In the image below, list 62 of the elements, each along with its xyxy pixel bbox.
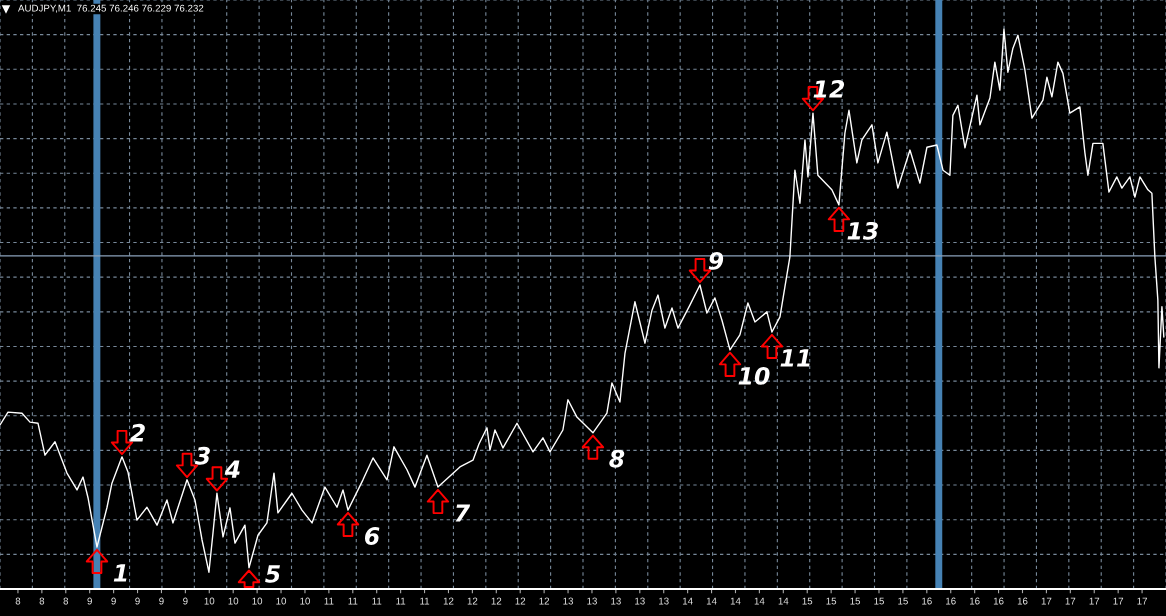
chart-title: AUDJPY,M1 76.245 76.246 76.229 76.232 xyxy=(18,4,204,13)
x-tick-label: 17 xyxy=(1089,597,1100,605)
annotation: 11 xyxy=(780,349,810,367)
annotation: 4 xyxy=(224,460,240,478)
x-tick-label: 13 xyxy=(611,597,621,605)
x-tick-label: 14 xyxy=(706,597,717,605)
x-tick-label: 14 xyxy=(778,597,789,605)
x-tick-label: 17 xyxy=(1065,597,1076,605)
annotation: 13 xyxy=(847,221,878,240)
x-tick-label: 9 xyxy=(135,597,140,605)
x-tick-label: 15 xyxy=(898,597,908,605)
x-tick-label: 16 xyxy=(969,597,980,605)
x-tick-label: 9 xyxy=(111,597,116,605)
x-tick-label: 13 xyxy=(563,597,574,605)
x-tick-label: 10 xyxy=(276,597,287,605)
x-tick-label: 9 xyxy=(87,597,92,605)
annotation: 6 xyxy=(364,527,380,545)
x-tick-label: 16 xyxy=(946,597,956,605)
x-tick-label: 11 xyxy=(396,597,406,605)
x-tick-label: 12 xyxy=(443,597,454,605)
annotation: 2 xyxy=(129,423,145,442)
x-tick-label: 15 xyxy=(850,597,861,605)
annotation: 3 xyxy=(194,446,210,465)
x-tick-label: 16 xyxy=(922,597,932,605)
annotation: 1 xyxy=(113,564,127,582)
annotation: 9 xyxy=(708,252,724,270)
x-tick-label: 17 xyxy=(1113,597,1124,605)
x-tick-label: 16 xyxy=(993,597,1004,605)
x-tick-label: 17 xyxy=(1137,597,1147,605)
x-tick-label: 12 xyxy=(515,597,526,605)
x-tick-label: 10 xyxy=(204,597,215,605)
x-tick-label: 17 xyxy=(1041,597,1052,605)
x-tick-label: 14 xyxy=(682,597,693,605)
x-tick-label: 11 xyxy=(420,597,430,605)
x-tick-label: 15 xyxy=(802,597,813,605)
x-tick-label: 8 xyxy=(39,597,45,605)
x-tick-label: 9 xyxy=(183,597,188,605)
x-tick-label: 10 xyxy=(228,597,239,605)
x-tick-label: 9 xyxy=(159,597,164,605)
x-tick-label: 10 xyxy=(252,597,263,605)
x-tick-label: 8 xyxy=(15,597,21,605)
x-tick-label: 16 xyxy=(1017,597,1028,605)
x-tick-label: 8 xyxy=(63,597,69,605)
annotation: 5 xyxy=(265,565,280,583)
x-tick-label: 14 xyxy=(730,597,741,605)
x-tick-label: 15 xyxy=(874,597,884,605)
x-tick-label: 11 xyxy=(372,597,382,605)
x-tick-label: 13 xyxy=(587,597,597,605)
x-tick-label: 10 xyxy=(300,597,310,605)
x-tick-label: 14 xyxy=(754,597,765,605)
x-tick-label: 12 xyxy=(539,597,550,605)
x-tick-label: 11 xyxy=(324,597,334,605)
annotation: 8 xyxy=(609,449,625,468)
x-tick-label: 13 xyxy=(659,597,669,605)
x-tick-label: 12 xyxy=(467,597,478,605)
annotation: 12 xyxy=(813,80,845,98)
x-tick-label: 13 xyxy=(635,597,645,605)
x-tick-label: 15 xyxy=(826,597,837,605)
annotation: 10 xyxy=(738,366,770,385)
annotation: 7 xyxy=(455,504,471,522)
x-tick-label: 11 xyxy=(348,597,358,605)
x-tick-label: 12 xyxy=(491,597,502,605)
